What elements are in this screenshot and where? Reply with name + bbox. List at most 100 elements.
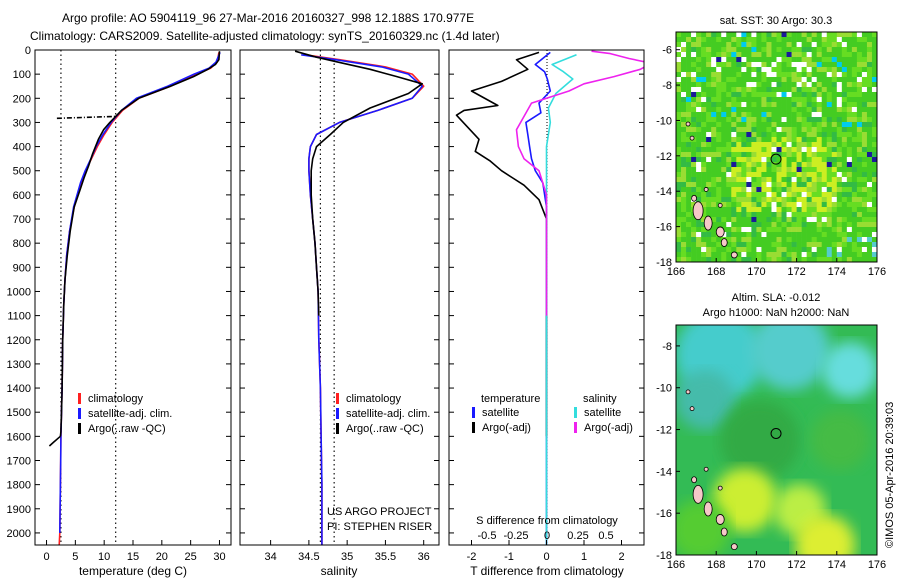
sst-cell — [836, 87, 843, 93]
sst-cell — [836, 117, 843, 123]
sst-cell — [751, 247, 757, 253]
sst-cell — [676, 142, 682, 148]
sst-cell — [846, 77, 853, 83]
sst-cell — [711, 82, 717, 88]
sst-cell — [761, 192, 767, 198]
sst-cell — [696, 52, 702, 58]
sst-cell — [811, 92, 817, 98]
sst-cell — [846, 257, 853, 262]
sst-cell — [791, 37, 797, 43]
sst-cell — [751, 222, 757, 228]
sst-cell — [816, 222, 823, 228]
sst-cell — [721, 127, 727, 133]
sst-cell — [751, 117, 757, 123]
sst-cell — [681, 227, 687, 233]
sst-cell — [861, 107, 868, 113]
sst-cell — [771, 242, 777, 248]
sst-cell — [821, 192, 828, 198]
depth-tick-label: 300 — [13, 117, 31, 129]
sst-cell — [716, 102, 722, 108]
sst-cell — [796, 42, 802, 48]
sst-cell — [846, 237, 853, 243]
sst-cell — [846, 132, 853, 138]
sst-cell — [731, 152, 737, 158]
sst-cell — [751, 227, 757, 233]
sst-cell — [791, 187, 797, 193]
sst-cell — [716, 197, 722, 203]
sst-cell — [736, 172, 742, 178]
sst-cell — [701, 67, 707, 73]
sst-cell — [691, 162, 697, 168]
sst-cell — [841, 72, 848, 78]
depth-tick-label: 1500 — [7, 407, 31, 419]
sst-cell — [841, 152, 848, 158]
sst-cell — [856, 72, 863, 78]
sst-cell — [786, 212, 792, 218]
sst-cell — [746, 212, 752, 218]
sst-cell — [691, 82, 697, 88]
map-y-tick-label: -16 — [656, 508, 672, 520]
sst-cell — [816, 112, 823, 118]
sst-cell — [766, 162, 772, 168]
sst-cell — [751, 207, 757, 213]
sst-cell — [741, 242, 747, 248]
sst-cell — [756, 232, 762, 238]
sst-cell — [806, 212, 812, 218]
sst-cell — [731, 117, 737, 123]
sst-cell — [791, 252, 797, 258]
sst-cell — [826, 97, 833, 103]
sst-cell — [676, 37, 682, 43]
sst-cell — [741, 107, 747, 113]
sst-cell — [741, 202, 747, 208]
sst-cell — [706, 62, 712, 68]
sst-cell — [791, 92, 797, 98]
sst-cell — [706, 202, 712, 208]
sst-cell — [816, 137, 823, 143]
sst-cell — [791, 72, 797, 78]
sst-cell — [771, 142, 777, 148]
sst-cell — [856, 197, 863, 203]
sst-cell — [791, 182, 797, 188]
sst-cell — [676, 232, 682, 238]
depth-tick-label: 100 — [13, 69, 31, 81]
sst-cell — [786, 112, 792, 118]
map-x-tick-label: 176 — [868, 266, 886, 278]
sst-cell — [771, 57, 777, 63]
sst-cell — [796, 107, 802, 113]
sst-cell — [791, 152, 797, 158]
sst-cell — [851, 182, 858, 188]
sst-cell — [856, 67, 863, 73]
sst-cell — [711, 132, 717, 138]
sst-cell — [751, 122, 757, 128]
sst-cell — [691, 52, 697, 58]
sst-cell — [746, 157, 752, 163]
sst-cell — [836, 232, 843, 238]
sst-cell — [796, 247, 802, 253]
legend-swatch — [574, 422, 577, 433]
sst-cell — [756, 137, 762, 143]
sst-cell — [866, 162, 873, 168]
sst-cell — [716, 192, 722, 198]
sst-cell — [771, 37, 777, 43]
salinity-xlabel: salinity — [321, 564, 358, 578]
sst-cell — [776, 72, 782, 78]
sst-cell — [831, 132, 838, 138]
sst-cell — [871, 212, 877, 218]
sst-cell — [851, 232, 858, 238]
sst-cell — [811, 257, 817, 262]
sst-cell — [776, 57, 782, 63]
sst-cell — [781, 217, 787, 223]
sst-cell — [741, 152, 747, 158]
sst-cell — [706, 157, 712, 163]
sst-cell — [871, 47, 877, 53]
sst-cell — [716, 167, 722, 173]
sst-cell — [746, 122, 752, 128]
sst-cell — [791, 107, 797, 113]
sst-cell — [736, 67, 742, 73]
sst-cell — [701, 62, 707, 68]
sst-cell — [736, 202, 742, 208]
sst-cell — [776, 162, 782, 168]
sst-cell — [741, 112, 747, 118]
series-line-argo — [294, 50, 424, 316]
